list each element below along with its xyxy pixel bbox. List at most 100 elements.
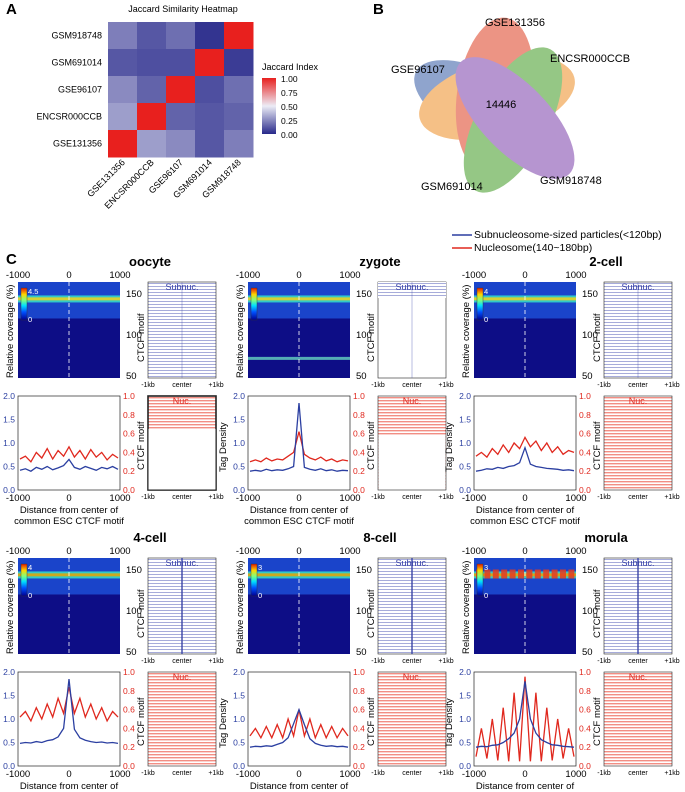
heatmap-cell <box>137 130 167 158</box>
profile-ytick-left: 0.0 <box>3 485 15 495</box>
nuc-label: Nuc. <box>173 672 192 682</box>
profile-ytick-right: 0.8 <box>353 410 365 420</box>
profile-xtick: 1000 <box>339 493 360 504</box>
heatmap-cell <box>166 103 196 131</box>
profile-xtick: 0 <box>296 493 301 504</box>
heat-ytick: 50 <box>582 647 593 658</box>
phased-nucleosome-mark <box>534 569 541 579</box>
subnuc-label: Subnuc. <box>395 282 428 292</box>
colorbar-title: Jaccard Index <box>262 62 319 72</box>
profile-ytick-left: 1.0 <box>233 438 245 448</box>
profile-ytick-left: 1.0 <box>459 714 471 724</box>
nuc-motif-panel: Nuc. <box>377 671 447 767</box>
profile-ytick-right: 0.0 <box>353 761 365 771</box>
motif-xtick: +1kb <box>208 494 223 501</box>
profile-xtick: 0 <box>296 769 301 780</box>
profile-ytick-right: 1.0 <box>353 391 365 401</box>
motif-xtick: center <box>628 382 648 389</box>
coverage-heatmap <box>474 282 576 378</box>
motif-xtick: center <box>628 494 648 501</box>
motif-xtick: +1kb <box>664 770 679 777</box>
profile-frame <box>17 671 121 767</box>
panel-b: B GSE131356 ENCSR000CCB GSE96107 GSM6910… <box>373 1 630 193</box>
heatmap-cell <box>108 76 138 104</box>
nuc-profile-line <box>19 686 119 723</box>
heatmap-cell <box>166 49 196 77</box>
profile-ytick-right: 0.0 <box>579 761 591 771</box>
profile-xtick: -1000 <box>6 493 30 504</box>
profile-ytick-right: 0.8 <box>123 686 135 696</box>
nuc-motif-frame <box>377 671 447 767</box>
motif-xtick: +1kb <box>438 658 453 665</box>
motif-xtick: +1kb <box>208 658 223 665</box>
profile-xtick: 0 <box>66 493 71 504</box>
profile-ytick-left: 1.0 <box>3 714 15 724</box>
motif-xtick: -1kb <box>597 382 611 389</box>
nuc-motif-frame <box>603 395 673 491</box>
heat-ytick: 100 <box>126 330 142 341</box>
motif-xtick: center <box>172 658 192 665</box>
profile-ytick-right: 0.2 <box>579 742 591 752</box>
nuc-motif-frame <box>603 671 673 767</box>
heat-ytick: 50 <box>126 371 137 382</box>
profile-xlabel: Distance from center of <box>476 781 575 792</box>
panel-a-label: A <box>6 1 17 18</box>
profile-ytick-left: 1.5 <box>459 415 471 425</box>
stage-title: 2-cell <box>589 254 622 269</box>
profile-frame <box>17 395 121 491</box>
profile-xtick: 1000 <box>339 769 360 780</box>
profile-ytick-left: 1.5 <box>459 691 471 701</box>
profile-ytick-left: 2.0 <box>3 391 15 401</box>
profile-xtick: 0 <box>522 493 527 504</box>
profile-ytick-right: 0.0 <box>123 761 135 771</box>
stage-zygote: zygote -1000 0 1000 50 100 150 Relative coverag… <box>218 254 454 527</box>
motif-xtick: -1kb <box>141 494 155 501</box>
venn-label-gse131356: GSE131356 <box>485 17 545 29</box>
profile-xlabel: Distance from center of <box>20 781 119 792</box>
nuc-motif-panel: Nuc. <box>377 395 447 491</box>
nuc-profile-line <box>475 436 575 459</box>
venn-label-gsm691014: GSM691014 <box>421 181 483 193</box>
profile-frame <box>247 395 351 491</box>
heat-xtick: 1000 <box>109 546 130 557</box>
nuc-motif-panel: Nuc. <box>147 395 217 491</box>
subnuc-band <box>248 356 350 360</box>
nuc-label: Nuc. <box>403 396 422 406</box>
profile-ytick-right: 0.6 <box>353 429 365 439</box>
motif-xtick: center <box>402 658 422 665</box>
phased-nucleosome-mark <box>518 569 524 579</box>
coverage-colorbar <box>476 563 484 597</box>
coverage-colorbar <box>476 287 484 321</box>
stage-title: oocyte <box>129 254 171 269</box>
motif-ylabel: CTCF motif <box>592 421 603 470</box>
subnuc-motif-frame <box>147 281 217 379</box>
colorbar-min: 0 <box>28 315 32 324</box>
motif-ylabel: CTCF motif <box>136 697 147 746</box>
heatmap-cell <box>108 103 138 131</box>
nuc-motif-panel: Nuc. <box>147 671 217 767</box>
coverage-heatmap <box>474 558 576 654</box>
profile-ytick-right: 0.6 <box>123 429 135 439</box>
colorbar-min: 0 <box>484 591 488 600</box>
profile-xtick: -1000 <box>236 493 260 504</box>
motif-xtick: +1kb <box>664 494 679 501</box>
profile-ytick-left: 0.5 <box>459 738 471 748</box>
colorbar-tick: 1.00 <box>281 74 298 84</box>
profile-ytick-right: 0.4 <box>579 723 591 733</box>
motif-ylabel: CTCF motif <box>366 421 377 470</box>
heat-ylabel: Relative coverage (%) <box>461 561 472 654</box>
profile-ytick-left: 0.5 <box>3 462 15 472</box>
venn-label-gsm918748: GSM918748 <box>540 175 602 187</box>
tag-density-profile: 0.0 0.5 1.0 1.5 2.0 0.0 0.2 0.4 0.6 0.8 1.0 -1000 0 1… <box>3 667 135 780</box>
motif-xtick: -1kb <box>371 770 385 777</box>
colorbar-max: 4 <box>484 287 488 296</box>
phased-nucleosome-mark <box>492 569 499 579</box>
motif-xtick: -1kb <box>597 770 611 777</box>
profile-ytick-left: 0.5 <box>233 738 245 748</box>
profile-ytick-right: 0.4 <box>353 447 365 457</box>
panel-c: C Subnucleosome-sized particles(<120bp) … <box>3 229 680 792</box>
motif-xtick: center <box>628 658 648 665</box>
heatmap-cell <box>166 22 196 50</box>
heatmap-row-label: GSE131356 <box>53 139 102 149</box>
